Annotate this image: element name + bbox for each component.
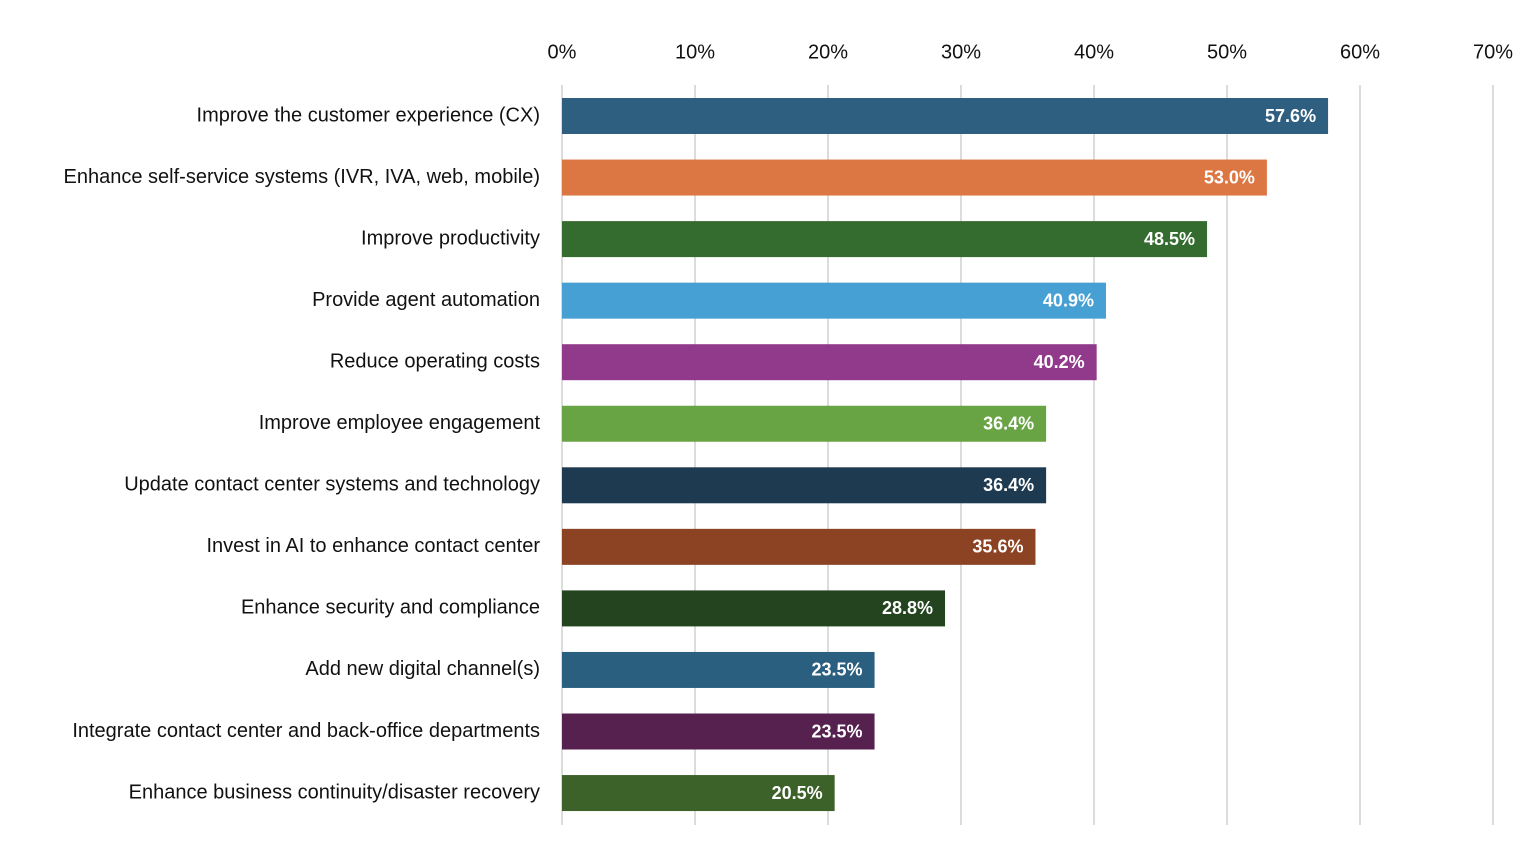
x-tick-label: 30% [941,41,981,63]
x-tick-label: 10% [675,41,715,63]
category-label: Enhance self-service systems (IVR, IVA, … [64,166,540,188]
x-tick-label: 0% [548,41,577,63]
category-label: Improve employee engagement [259,412,541,434]
x-tick-label: 50% [1207,41,1247,63]
value-label: 35.6% [972,537,1023,557]
value-label: 40.2% [1034,352,1085,372]
x-tick-label: 40% [1074,41,1114,63]
bar [562,775,835,812]
value-label: 36.4% [983,414,1034,434]
x-tick-label: 20% [808,41,848,63]
value-label: 53.0% [1204,167,1255,187]
category-label: Invest in AI to enhance contact center [206,535,540,557]
bar [562,98,1329,134]
bar [562,221,1208,258]
bar [562,282,1106,319]
x-tick-label: 70% [1473,41,1513,63]
value-label: 23.5% [812,721,863,741]
category-label: Update contact center systems and techno… [124,474,540,496]
bar [562,713,875,750]
category-label: Enhance security and compliance [241,597,540,619]
category-label: Enhance business continuity/disaster rec… [129,781,540,803]
bar [562,344,1097,381]
bar [562,651,875,688]
bar [562,528,1036,565]
category-label: Improve the customer experience (CX) [197,104,540,126]
category-label: Reduce operating costs [330,350,540,372]
x-tick-label: 60% [1340,41,1380,63]
category-label: Add new digital channel(s) [305,658,540,680]
category-label: Provide agent automation [312,289,540,311]
bar [562,590,946,627]
category-label: Integrate contact center and back-office… [72,720,540,742]
value-label: 40.9% [1043,290,1094,310]
value-label: 48.5% [1144,229,1195,249]
value-label: 57.6% [1265,106,1316,126]
category-label: Improve productivity [361,227,540,249]
value-label: 20.5% [772,783,823,803]
value-label: 28.8% [882,598,933,618]
bar [562,405,1047,442]
value-label: 36.4% [983,475,1034,495]
bar [562,467,1047,504]
bar [562,159,1267,196]
value-label: 23.5% [812,660,863,680]
